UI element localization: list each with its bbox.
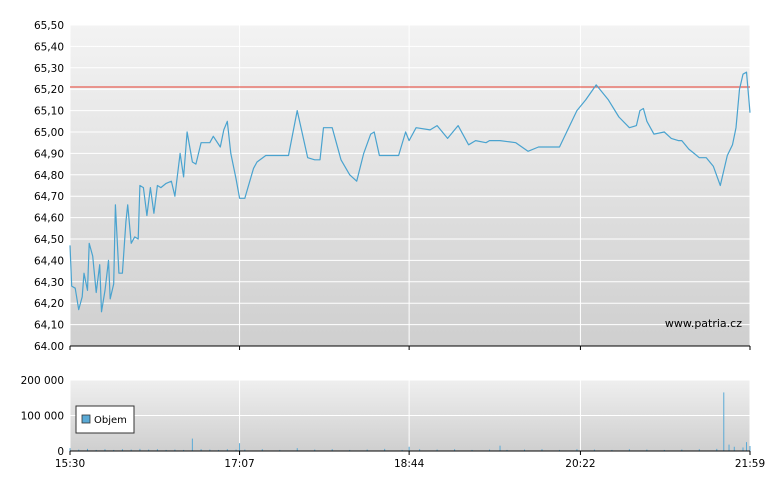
price-grid	[69, 24, 751, 347]
legend-swatch	[81, 414, 91, 424]
watermark: www.patria.cz	[665, 317, 742, 330]
price-y-tick-label: 64,70	[34, 191, 64, 203]
price-y-tick-label: 64,90	[34, 148, 64, 160]
price-y-tick-label: 64,80	[34, 170, 64, 182]
volume-y-tick-label: 100 000	[21, 411, 64, 423]
axes	[69, 345, 751, 455]
price-y-tick-label: 64,40	[34, 255, 64, 267]
x-tick-label: 18:44	[394, 458, 425, 470]
x-tick-label: 15:30	[55, 458, 85, 470]
x-tick-label: 17:07	[224, 458, 254, 470]
price-y-tick-label: 65,50	[34, 20, 64, 32]
price-y-tick-label: 65,00	[34, 127, 64, 139]
price-y-tick-label: 64,30	[34, 277, 64, 289]
price-series	[69, 71, 751, 313]
x-ticks: 15:30 17:07 18:44 20:22 21:59	[55, 458, 765, 470]
volume-y-ticks: 0 100 000 200 000	[21, 375, 64, 458]
price-y-tick-label: 64,10	[34, 320, 64, 332]
volume-y-tick-label: 0	[57, 446, 64, 458]
price-plot-area	[70, 25, 750, 346]
volume-y-tick-label: 200 000	[21, 375, 64, 387]
price-y-tick-label: 64,50	[34, 234, 64, 246]
price-y-tick-label: 65,30	[34, 63, 64, 75]
price-y-tick-label: 64,60	[34, 213, 64, 225]
legend: Objem	[75, 405, 135, 434]
price-y-tick-label: 64,20	[34, 298, 64, 310]
price-y-tick-label: 64.00	[34, 341, 64, 353]
price-y-ticks: 64.00 64,10 64,20 64,30 64,40 64,50 64,60 64,70…	[34, 20, 64, 353]
price-y-tick-label: 65,40	[34, 41, 64, 53]
x-tick-label: 21:59	[735, 458, 765, 470]
price-line	[69, 71, 751, 313]
legend-label: Objem	[94, 415, 127, 426]
x-tick-label: 20:22	[565, 458, 595, 470]
price-y-tick-label: 65,10	[34, 106, 64, 118]
price-y-tick-label: 65,20	[34, 84, 64, 96]
